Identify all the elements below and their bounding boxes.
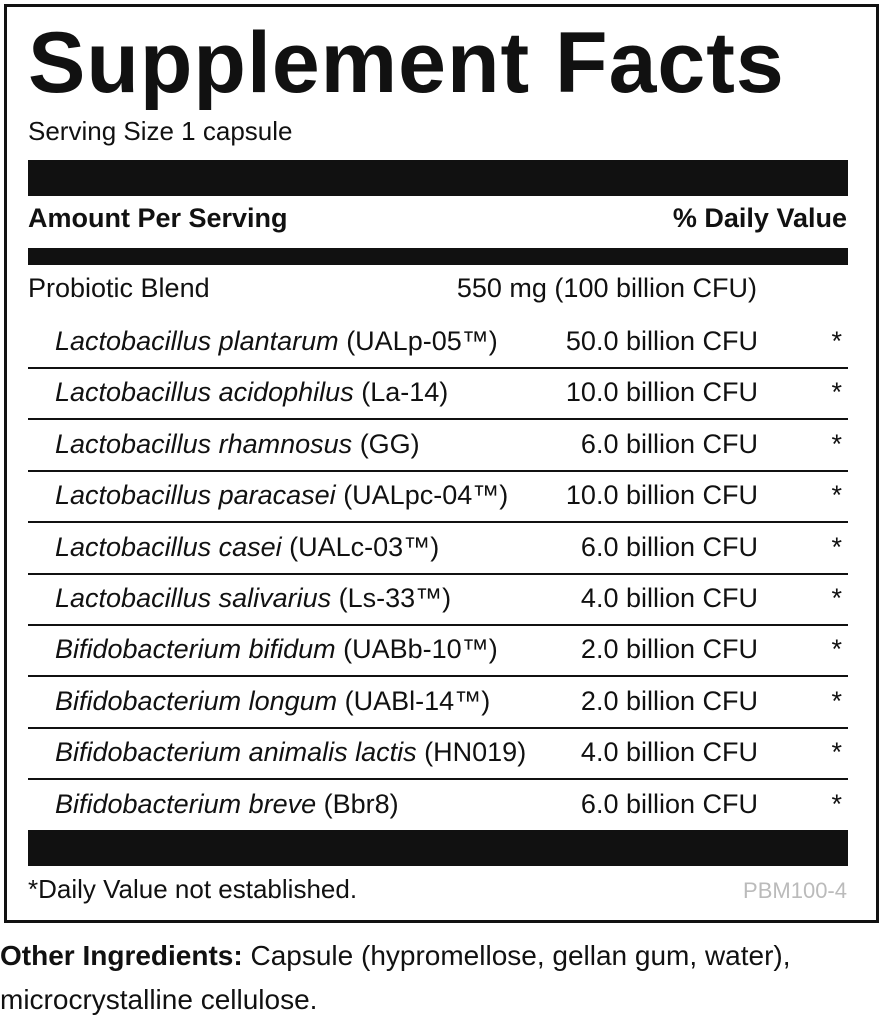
- ingredient-name: Bifidobacterium bifidum (UABb-10™): [55, 624, 498, 675]
- species: Bifidobacterium bifidum: [55, 634, 336, 665]
- daily-value: *: [831, 428, 842, 459]
- species: Lactobacillus salivarius: [55, 583, 332, 613]
- ingredient-name: Lactobacillus salivarius (Ls-33™): [55, 573, 451, 624]
- column-header: % Daily Value: [672, 203, 847, 233]
- amount: 10.0 billion CFU: [565, 377, 758, 408]
- title: Supplement Facts: [28, 15, 785, 111]
- strain: (UABl-14™): [344, 685, 491, 716]
- strain: (HN019): [424, 737, 527, 768]
- strain: (Ls-33™): [338, 583, 452, 613]
- divider-bar: [28, 160, 848, 196]
- ingredient-row: Lactobacillus salivarius (Ls-33™) 4.0 bil…: [28, 573, 848, 626]
- amount: 2.0 billion CFU: [580, 685, 758, 716]
- ingredient-row: Lactobacillus acidophilus (La-14) 10.0 bi…: [28, 367, 848, 421]
- serving-size: Serving Size 1 capsule: [28, 116, 293, 146]
- ingredient-row: Bifidobacterium animalis lactis (HN019) 4…: [28, 727, 848, 781]
- daily-value: *: [831, 377, 842, 408]
- strain: (Bbr8): [323, 788, 399, 819]
- ingredient-row: Bifidobacterium bifidum (UABb-10™) 2.0 bi…: [28, 624, 848, 678]
- strain: (La-14): [361, 377, 449, 408]
- species: Bifidobacterium breve: [55, 788, 317, 819]
- facts-panel: [4, 4, 879, 923]
- ingredient-name: Lactobacillus rhamnosus (GG): [55, 419, 420, 470]
- ingredient-row: Bifidobacterium breve (Bbr8) 6.0 billion …: [28, 779, 848, 830]
- strain: (UALc-03™): [289, 531, 440, 562]
- divider-bar: [28, 248, 848, 265]
- species: Lactobacillus paracasei: [55, 480, 336, 511]
- species: Lactobacillus casei: [55, 531, 282, 562]
- daily-value: *: [831, 737, 842, 768]
- other-ingredients-label: Other Ingredients:: [0, 940, 243, 971]
- amount: 50.0 billion CFU: [565, 326, 758, 356]
- ingredient-row: Lactobacillus plantarum (UALp-05™) 50.0 b…: [28, 316, 848, 369]
- amount: 6.0 billion CFU: [580, 531, 758, 562]
- species: Bifidobacterium animalis lactis: [55, 737, 417, 768]
- ingredient-name: Lactobacillus paracasei (UALpc-04™): [55, 470, 508, 521]
- ingredient-name: Lactobacillus casei (UALc-03™): [55, 522, 439, 573]
- amount: 10.0 billion CFU: [565, 480, 758, 511]
- strain: (UALpc-04™): [343, 480, 509, 511]
- blend-amount: 550 mg (100 billion CFU): [456, 273, 757, 303]
- daily-value: *: [831, 583, 842, 613]
- ingredient-row: Bifidobacterium longum (UABl-14™) 2.0 bil…: [28, 676, 848, 729]
- strain: (GG): [359, 428, 420, 459]
- ingredient-name: Bifidobacterium animalis lactis (HN019): [55, 727, 526, 778]
- daily-value: *: [831, 685, 842, 716]
- ingredient-name: Lactobacillus acidophilus (La-14): [55, 367, 448, 418]
- other-ingredients-text: Capsule (hypromellose, gellan gum, water…: [0, 940, 791, 1015]
- footnote: *Daily Value not established.: [28, 874, 358, 904]
- ingredient-name: Bifidobacterium breve (Bbr8): [55, 779, 399, 830]
- other-ingredients: Other Ingredients: Capsule (hypromellose…: [0, 934, 870, 1022]
- species: Bifidobacterium longum: [55, 685, 338, 716]
- ingredient-row: Lactobacillus casei (UALc-03™) 6.0 billio…: [28, 522, 848, 575]
- daily-value: *: [831, 634, 842, 665]
- species: Lactobacillus plantarum: [55, 326, 339, 356]
- ingredient-name: Lactobacillus plantarum (UALp-05™): [55, 316, 498, 367]
- strain: (UABb-10™): [343, 634, 498, 665]
- ingredient-row: Lactobacillus rhamnosus (GG) 6.0 billion …: [28, 419, 848, 472]
- amount: 4.0 billion CFU: [580, 583, 758, 613]
- amount: 6.0 billion CFU: [580, 788, 758, 819]
- strain: (UALp-05™): [346, 326, 498, 356]
- daily-value: *: [831, 480, 842, 511]
- column-header: Amount Per Serving: [28, 203, 288, 233]
- species: Lactobacillus acidophilus: [55, 377, 354, 408]
- species: Lactobacillus rhamnosus: [55, 428, 353, 459]
- amount: 4.0 billion CFU: [580, 737, 758, 768]
- daily-value: *: [831, 788, 842, 819]
- daily-value: *: [831, 531, 842, 562]
- product-code: PBM100-4: [743, 878, 847, 903]
- divider-bar: [28, 830, 848, 866]
- ingredient-name: Bifidobacterium longum (UABl-14™): [55, 676, 490, 727]
- ingredient-row: Lactobacillus paracasei (UALpc-04™) 10.0 …: [28, 470, 848, 524]
- amount: 2.0 billion CFU: [580, 634, 758, 665]
- blend-name: Probiotic Blend: [28, 273, 210, 303]
- daily-value: *: [831, 326, 842, 356]
- amount: 6.0 billion CFU: [580, 428, 758, 459]
